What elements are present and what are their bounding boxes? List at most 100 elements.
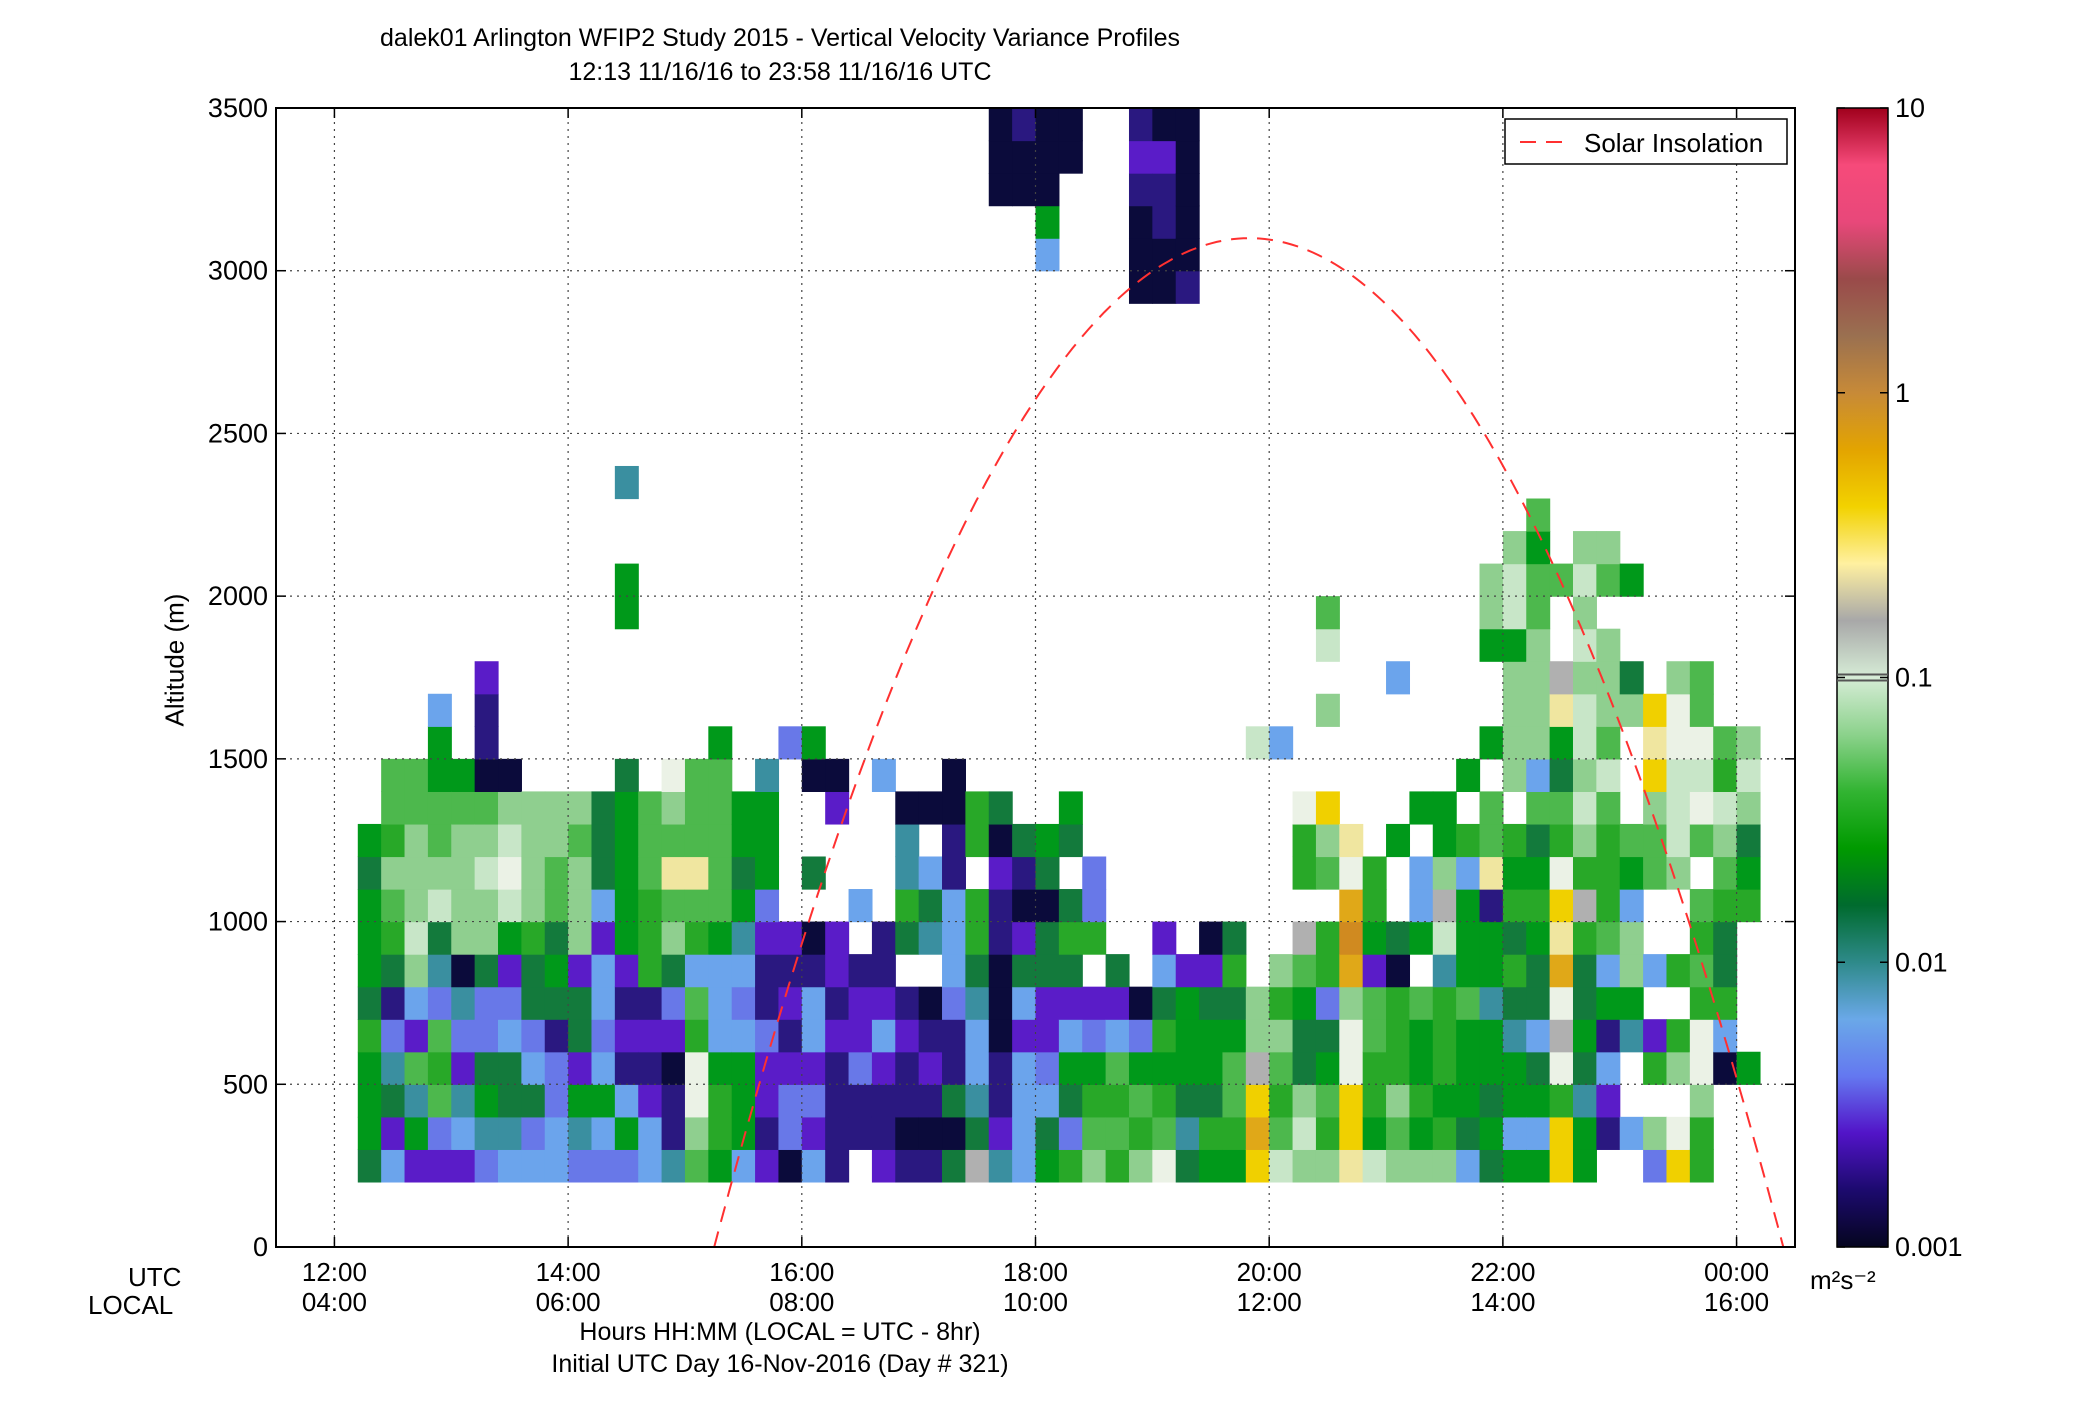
heatmap-cell <box>1736 856 1761 890</box>
heatmap-cell <box>544 1019 569 1053</box>
y-tick-label: 3000 <box>208 256 268 286</box>
heatmap-cell <box>1596 1084 1621 1118</box>
heatmap-cell <box>1666 823 1691 858</box>
heatmap-cell <box>1456 986 1481 1020</box>
heatmap-cell <box>1082 1084 1107 1118</box>
heatmap-cell <box>1596 954 1621 988</box>
heatmap-cell <box>591 921 616 955</box>
heatmap-cell <box>614 986 639 1020</box>
heatmap-cell <box>498 1084 522 1118</box>
solar-insolation-curve <box>713 237 1785 1248</box>
heatmap-cell <box>451 823 476 858</box>
heatmap-cell <box>1502 856 1527 890</box>
heatmap-cell <box>1689 954 1714 988</box>
heatmap-cell <box>474 856 499 890</box>
heatmap-cell <box>614 1019 639 1053</box>
heatmap-cell <box>1012 823 1037 858</box>
heatmap-cell <box>1572 563 1597 597</box>
heatmap-cell <box>1549 563 1574 597</box>
heatmap-cell <box>1199 1051 1224 1085</box>
heatmap-cell <box>918 1019 943 1053</box>
heatmap-cell <box>1666 954 1691 988</box>
heatmap-cell <box>1175 238 1200 272</box>
heatmap-cell <box>1549 758 1574 792</box>
heatmap-cell <box>521 1084 546 1118</box>
heatmap-cell <box>1549 1084 1574 1118</box>
heatmap-cell <box>1666 758 1691 792</box>
heatmap-cell <box>1175 1051 1200 1085</box>
heatmap-cell <box>638 986 663 1020</box>
heatmap-cell <box>918 1116 943 1150</box>
heatmap-cell <box>1596 791 1621 825</box>
heatmap-cell <box>568 856 593 890</box>
heatmap-cell <box>1315 823 1340 858</box>
heatmap-cell <box>568 1051 593 1085</box>
heatmap-cell <box>381 889 406 923</box>
heatmap-cell <box>1058 954 1083 988</box>
heatmap-cell <box>848 986 873 1020</box>
heatmap-cell <box>1572 954 1597 988</box>
heatmap-cell <box>474 823 499 858</box>
heatmap-cell <box>1549 791 1574 825</box>
heatmap-cell <box>1128 1084 1153 1118</box>
heatmap-cell <box>614 856 639 890</box>
heatmap-cell <box>1713 954 1738 988</box>
heatmap-cell <box>1409 1051 1434 1085</box>
heatmap-cell <box>568 954 593 988</box>
heatmap-cell <box>544 823 569 858</box>
heatmap-cell <box>1012 954 1037 988</box>
heatmap-cell <box>731 823 756 858</box>
heatmap-cell <box>1549 661 1574 695</box>
heatmap-cell <box>1315 1149 1340 1183</box>
heatmap-cell <box>1152 270 1177 304</box>
heatmap-cell <box>1105 1116 1130 1150</box>
heatmap-cell <box>848 889 873 923</box>
heatmap-cell <box>1409 856 1434 890</box>
heatmap-cell <box>591 1116 616 1150</box>
heatmap-cell <box>1502 954 1527 988</box>
heatmap-cell <box>1549 986 1574 1020</box>
heatmap-cell <box>1432 921 1457 955</box>
heatmap-cell <box>1596 693 1621 727</box>
heatmap-cell <box>357 1149 382 1183</box>
heatmap-cell <box>1479 1149 1504 1183</box>
heatmap-cell <box>1619 954 1644 988</box>
heatmap-cell <box>451 1149 476 1183</box>
heatmap-cell <box>1456 1116 1481 1150</box>
heatmap-cell <box>1619 1019 1644 1053</box>
heatmap-cell <box>1175 986 1200 1020</box>
heatmap-cell <box>755 986 780 1020</box>
x-tick-label-local: 16:00 <box>1704 1287 1769 1317</box>
heatmap-cell <box>801 1051 826 1085</box>
heatmap-cell <box>1152 1116 1177 1150</box>
heatmap-cell <box>1666 1051 1691 1085</box>
x-tick-label-local: 14:00 <box>1470 1287 1535 1317</box>
heatmap-cell <box>404 1084 429 1118</box>
heatmap-cell <box>1152 1149 1177 1183</box>
heatmap-cell <box>684 1084 709 1118</box>
heatmap-cell <box>1409 791 1434 825</box>
heatmap-cell <box>1432 1116 1457 1150</box>
heatmap-cell <box>1035 921 1060 955</box>
heatmap-cell <box>614 889 639 923</box>
heatmap-cell <box>427 791 452 825</box>
heatmap-cell <box>895 1051 920 1085</box>
heatmap-cell <box>801 856 826 890</box>
heatmap-cell <box>708 791 733 825</box>
heatmap-cell <box>544 1116 569 1150</box>
heatmap-cell <box>591 856 616 890</box>
heatmap-cell <box>965 1019 990 1053</box>
heatmap-cell <box>1549 921 1574 955</box>
heatmap-cell <box>1175 205 1200 239</box>
heatmap-cell <box>1315 1051 1340 1085</box>
heatmap-cell <box>1572 791 1597 825</box>
heatmap-cell <box>825 1116 850 1150</box>
heatmap-cell <box>1199 954 1224 988</box>
heatmap-cell <box>404 986 429 1020</box>
heatmap-cell <box>801 954 826 988</box>
colorbar-unit-label: m²s⁻² <box>1810 1265 1876 1295</box>
heatmap-cell <box>1058 1019 1083 1053</box>
heatmap-cell <box>1012 1084 1037 1118</box>
heatmap-cell <box>638 823 663 858</box>
heatmap-cell <box>1526 693 1551 727</box>
